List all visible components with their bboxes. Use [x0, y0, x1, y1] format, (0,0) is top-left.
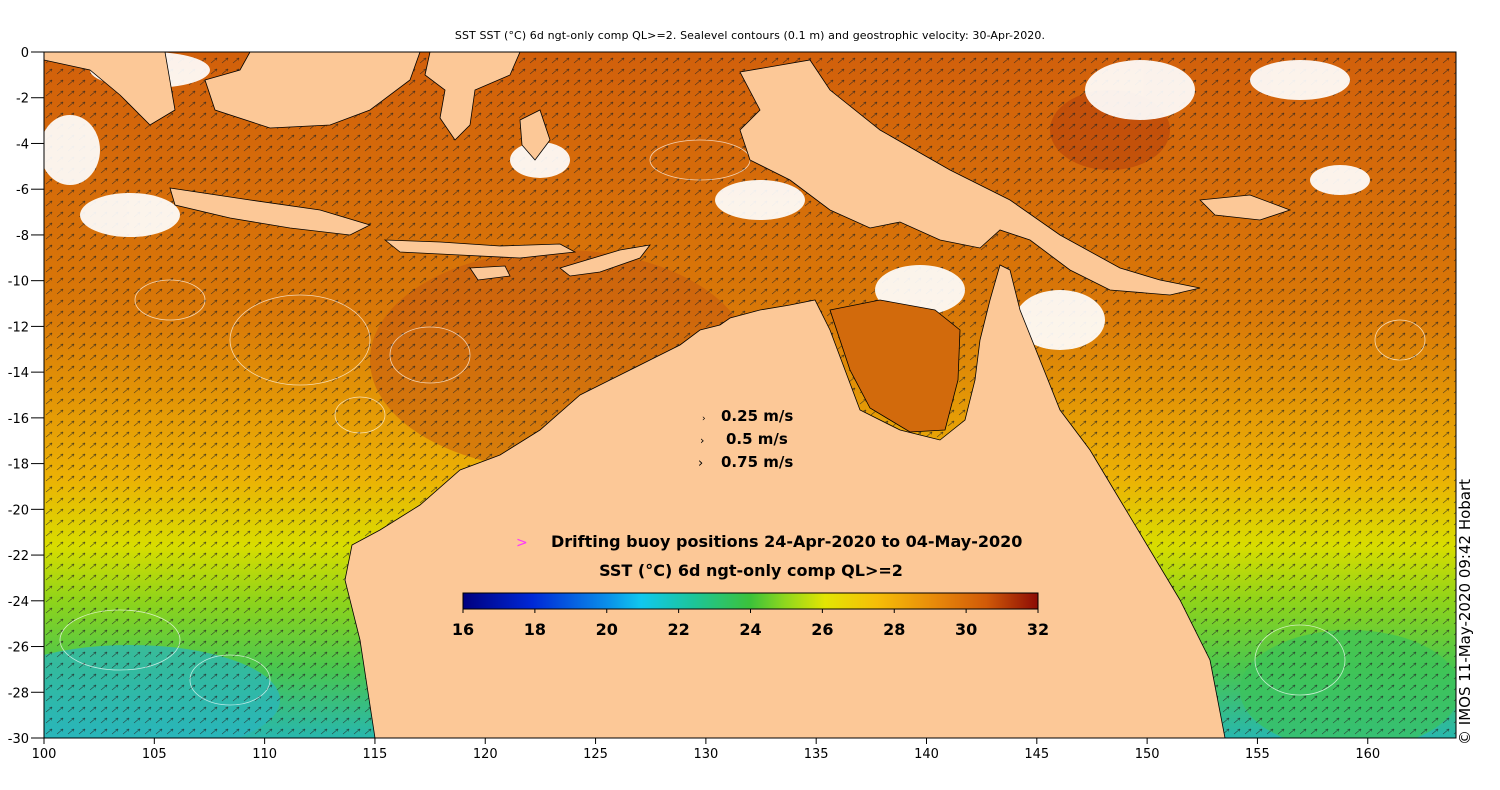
- x-tick-label: 120: [473, 747, 498, 762]
- velocity-label-3: 0.75 m/s: [721, 453, 793, 471]
- y-tick-label: -6: [16, 183, 29, 198]
- y-tick-label: -30: [8, 732, 29, 747]
- credit-text: © IMOS 11-May-2020 09:42 Hobart: [1456, 478, 1474, 745]
- velocity-arrow-2: ›: [700, 434, 704, 447]
- y-tick-label: -18: [8, 458, 29, 473]
- plot-frame: [43, 51, 1457, 739]
- map-title: SST SST (°C) 6d ngt-only comp QL>=2. Sea…: [454, 29, 1046, 42]
- x-tick-label: 105: [142, 747, 167, 762]
- land-borneo: [204, 52, 421, 129]
- map-layers: [44, 52, 1456, 738]
- land-sumba: [469, 265, 511, 281]
- land-timor: [559, 244, 651, 277]
- colorbar-ticks: 16 18 20 22 24 26 28 30 32: [452, 609, 1049, 639]
- y-tick-label: -28: [8, 686, 29, 701]
- x-tick-label: 160: [1355, 747, 1380, 762]
- land: [44, 52, 1292, 738]
- colorbar-tick-label: 20: [596, 620, 618, 639]
- y-tick-label: -26: [8, 641, 29, 656]
- x-tick-label: 155: [1245, 747, 1270, 762]
- land-australia: [344, 264, 1226, 738]
- x-tick-label: 110: [252, 747, 277, 762]
- colorbar-tick-label: 16: [452, 620, 474, 639]
- buoy-legend-text: Drifting buoy positions 24-Apr-2020 to 0…: [551, 532, 1022, 551]
- y-tick-label: -20: [8, 503, 29, 518]
- x-axis: 100 105 110 115 120 125 130 135 140 145 150 155 160: [32, 738, 1380, 762]
- x-tick-label: 140: [914, 747, 939, 762]
- colorbar-tick-label: 32: [1027, 620, 1049, 639]
- velocity-label-1: 0.25 m/s: [721, 407, 793, 425]
- y-tick-label: -12: [8, 320, 29, 335]
- colorbar-tick-label: 26: [811, 620, 833, 639]
- y-tick-label: -10: [8, 275, 29, 290]
- colorbar-tick-label: 18: [524, 620, 546, 639]
- velocity-arrow-1: ›: [702, 414, 706, 424]
- y-tick-label: -22: [8, 549, 29, 564]
- y-tick-label: 0: [21, 46, 29, 61]
- x-tick-label: 125: [583, 747, 608, 762]
- land-new-britain: [1199, 194, 1292, 221]
- land-sulawesi: [424, 52, 521, 141]
- colorbar-tick-label: 28: [883, 620, 905, 639]
- x-tick-label: 100: [32, 747, 57, 762]
- colorbar-tick-label: 24: [739, 620, 761, 639]
- velocity-label-2: 0.5 m/s: [726, 430, 788, 448]
- y-tick-label: -4: [16, 137, 29, 152]
- buoy-marker-icon: >: [516, 535, 528, 551]
- colorbar-tick-label: 22: [667, 620, 689, 639]
- colorbar: [462, 592, 1039, 610]
- land-java: [169, 187, 372, 236]
- colorbar-tick-label: 30: [955, 620, 977, 639]
- velocity-arrow-3: ›: [698, 456, 703, 471]
- y-tick-label: -14: [8, 366, 29, 381]
- x-tick-label: 130: [693, 747, 718, 762]
- x-tick-label: 145: [1024, 747, 1049, 762]
- land-halmahera: [519, 109, 551, 161]
- sealevel-contours: [59, 139, 1426, 706]
- velocity-legend: › 0.25 m/s › 0.5 m/s › 0.75 m/s: [698, 407, 793, 471]
- x-tick-label: 150: [1135, 747, 1160, 762]
- x-tick-label: 135: [804, 747, 829, 762]
- land-nusa-tenggara: [383, 239, 577, 259]
- y-axis: 0 -2 -4 -6 -8 -10 -12 -14 -16 -18 -20 -22 -24 -26 -28 -…: [8, 46, 44, 747]
- y-tick-label: -8: [16, 229, 29, 244]
- x-tick-label: 115: [363, 747, 388, 762]
- land-new-guinea: [739, 59, 1201, 296]
- cloud-mask: [44, 52, 1370, 350]
- gulf-of-carpentaria: [829, 299, 961, 433]
- y-tick-label: -24: [8, 595, 29, 610]
- y-tick-label: -16: [8, 412, 29, 427]
- land-malaysia: [44, 52, 176, 126]
- y-tick-label: -2: [16, 92, 29, 107]
- colorbar-title: SST (°C) 6d ngt-only comp QL>=2: [599, 561, 903, 580]
